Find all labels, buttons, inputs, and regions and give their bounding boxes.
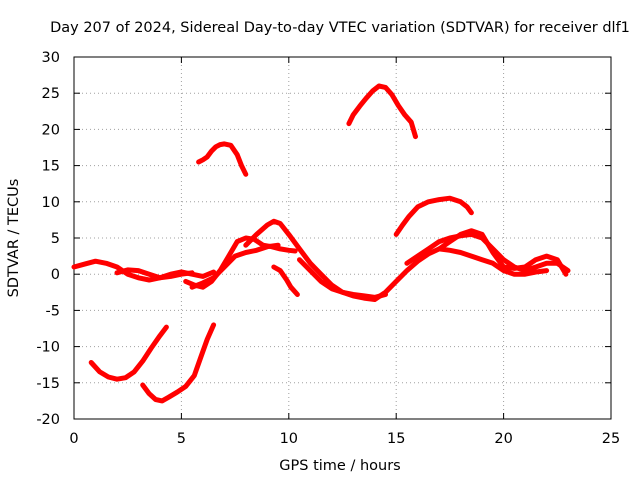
series-arc-3 xyxy=(88,324,169,382)
x-tick-label: 15 xyxy=(387,431,405,447)
y-tick-label: -20 xyxy=(36,412,60,428)
axis-ticks xyxy=(73,56,612,420)
y-tick-label: 0 xyxy=(51,267,60,283)
series-arc-9 xyxy=(271,264,300,297)
y-tick-labels: -20 -15 -10 -5 0 5 10 15 20 25 30 xyxy=(36,50,60,428)
y-tick-label: 20 xyxy=(42,122,60,138)
series-arc-13 xyxy=(404,231,571,274)
series-arc-14 xyxy=(436,246,550,277)
series-arc-4 xyxy=(140,322,217,404)
grid xyxy=(74,57,611,419)
chart-title: Day 207 of 2024, Sidereal Day-to-day VTE… xyxy=(50,20,630,36)
y-tick-label: 15 xyxy=(42,159,60,175)
x-tick-label: 5 xyxy=(177,431,186,447)
y-tick-label: 30 xyxy=(42,50,60,66)
series-arc-6 xyxy=(183,235,298,290)
y-tick-label: 25 xyxy=(42,86,60,102)
series-arc-5 xyxy=(196,141,249,177)
y-tick-label: -5 xyxy=(46,303,60,319)
x-axis-label: GPS time / hours xyxy=(279,458,400,474)
x-tick-label: 10 xyxy=(280,431,298,447)
x-tick-label: 25 xyxy=(602,431,620,447)
series-arc-12 xyxy=(393,195,474,237)
y-tick-label: -15 xyxy=(36,376,60,392)
y-tick-label: 5 xyxy=(51,231,60,247)
x-tick-label: 20 xyxy=(494,431,512,447)
series-arc-2 xyxy=(114,267,195,281)
series-arc-10 xyxy=(297,257,388,300)
series-arc-11 xyxy=(346,83,418,140)
series-arc-7 xyxy=(189,242,281,290)
y-tick-label: -10 xyxy=(36,340,60,356)
y-axis-label: SDTVAR / TECUs xyxy=(6,179,22,298)
y-tick-label: 10 xyxy=(42,195,60,211)
x-tick-labels: 0 5 10 15 20 25 xyxy=(69,431,620,447)
x-tick-label: 0 xyxy=(69,431,78,447)
series-layer xyxy=(71,83,571,404)
